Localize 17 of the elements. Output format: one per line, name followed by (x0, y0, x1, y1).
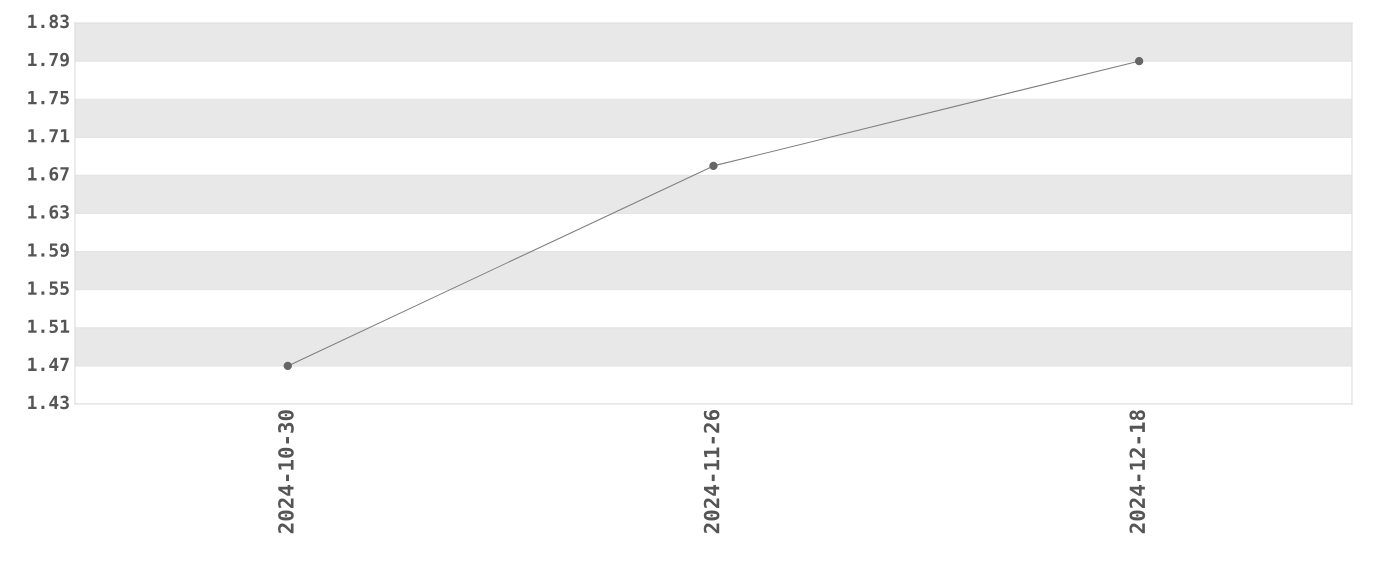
y-tick-label: 1.83 (28, 14, 69, 29)
x-tick-label: 2024-12-18 (1129, 410, 1146, 534)
point (709, 161, 718, 171)
point (283, 361, 292, 371)
y-tick-label: 1.43 (28, 395, 69, 410)
x-tick-label: 2024-11-26 (703, 410, 720, 534)
y-tick-label: 1.55 (28, 281, 69, 295)
y-tick-label: 1.75 (28, 91, 69, 105)
y-tick-label: 1.63 (28, 205, 69, 219)
y-tick-label: 1.71 (28, 129, 70, 143)
y-tick-label: 1.59 (28, 243, 69, 257)
y-tick-label: 1.51 (28, 319, 70, 334)
y-tick-label: 1.79 (28, 52, 69, 67)
y-tick-label: 1.67 (28, 167, 69, 181)
y-tick-label: 1.47 (28, 357, 69, 371)
point (1134, 56, 1144, 66)
x-tick-label: 2024-10-30 (278, 410, 294, 534)
